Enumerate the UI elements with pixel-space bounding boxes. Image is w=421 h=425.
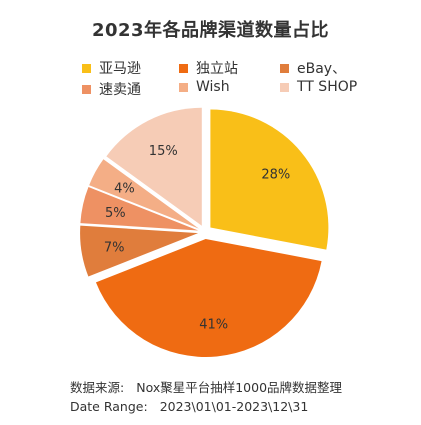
pie-slice-independent-site xyxy=(95,238,322,357)
legend-label: Wish xyxy=(196,79,230,95)
pie-slice-ebay xyxy=(80,225,199,277)
legend-swatch xyxy=(82,63,91,73)
data-source-value: Nox聚星平台抽样1000品牌数据整理 xyxy=(136,380,343,395)
slice-label-wish: 4% xyxy=(114,182,135,197)
legend-item-wish: Wish xyxy=(179,79,230,95)
slice-label-tt-shop: 15% xyxy=(149,144,178,159)
legend-swatch xyxy=(280,82,289,92)
legend-item-independent-site: 独立站 xyxy=(179,58,238,78)
chart-footer: 数据来源: Nox聚星平台抽样1000品牌数据整理 Date Range: 20… xyxy=(70,378,342,416)
legend-label: 独立站 xyxy=(196,61,238,77)
legend-swatch xyxy=(179,82,188,92)
legend-label: TT SHOP xyxy=(297,79,358,95)
legend-swatch xyxy=(179,63,188,73)
date-range-label: Date Range: xyxy=(70,399,148,414)
legend-item-tt-shop: TT SHOP xyxy=(280,79,357,95)
pie-chart: 28% 41% 7% 5% 4% 15% xyxy=(0,88,421,368)
data-source-label: 数据来源: xyxy=(70,380,125,395)
pie-slice-amazon xyxy=(210,109,329,250)
chart-title: 2023年各品牌渠道数量占比 xyxy=(91,20,330,41)
date-range-line: Date Range: 2023\01\01-2023\12\31 xyxy=(70,397,342,416)
data-source-line: 数据来源: Nox聚星平台抽样1000品牌数据整理 xyxy=(70,378,342,397)
legend-label: 速卖通 xyxy=(99,82,141,98)
pie-chart-svg: 28% 41% 7% 5% 4% 15% xyxy=(80,107,329,357)
slice-label-aliexpress: 5% xyxy=(105,206,126,221)
pie-slice-wish xyxy=(89,159,199,229)
legend-item-ebay: eBay、 xyxy=(280,58,346,78)
slice-label-independent-site: 41% xyxy=(199,318,228,333)
slice-label-ebay: 7% xyxy=(104,240,125,255)
date-range-value: 2023\01\01-2023\12\31 xyxy=(159,399,309,414)
legend-label: 亚马逊 xyxy=(99,61,141,77)
legend-swatch xyxy=(280,63,289,73)
slice-label-amazon: 28% xyxy=(261,167,290,182)
pie-slice-tt-shop xyxy=(106,107,202,226)
legend-swatch xyxy=(82,84,91,94)
legend-label: eBay、 xyxy=(297,61,347,77)
pie-slice-aliexpress xyxy=(80,187,199,231)
legend-item-aliexpress: 速卖通 xyxy=(82,79,141,99)
legend-item-amazon: 亚马逊 xyxy=(82,58,141,78)
